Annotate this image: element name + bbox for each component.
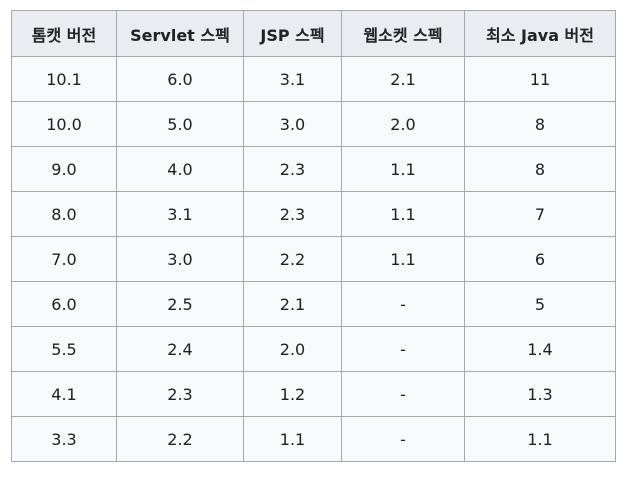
cell-min-java-version: 1.3 [464, 371, 616, 417]
cell-tomcat-version: 9.0 [11, 146, 117, 192]
cell-jsp-spec: 1.1 [243, 416, 342, 462]
cell-websocket-spec: 2.0 [341, 101, 465, 147]
table-row: 10.0 5.0 3.0 2.0 8 [11, 101, 616, 147]
version-table-container: 톰캣 버전 Servlet 스펙 JSP 스펙 웹소켓 스펙 최소 Java 버… [11, 10, 616, 462]
cell-websocket-spec: - [341, 326, 465, 372]
cell-websocket-spec: 1.1 [341, 236, 465, 282]
cell-websocket-spec: - [341, 371, 465, 417]
table-header-row: 톰캣 버전 Servlet 스펙 JSP 스펙 웹소켓 스펙 최소 Java 버… [11, 10, 616, 57]
table-row: 7.0 3.0 2.2 1.1 6 [11, 236, 616, 282]
tomcat-version-table: 톰캣 버전 Servlet 스펙 JSP 스펙 웹소켓 스펙 최소 Java 버… [11, 10, 616, 462]
cell-min-java-version: 7 [464, 191, 616, 237]
cell-min-java-version: 8 [464, 101, 616, 147]
cell-min-java-version: 1.1 [464, 416, 616, 462]
cell-servlet-spec: 6.0 [116, 56, 244, 102]
cell-tomcat-version: 6.0 [11, 281, 117, 327]
cell-servlet-spec: 4.0 [116, 146, 244, 192]
table-row: 5.5 2.4 2.0 - 1.4 [11, 326, 616, 372]
cell-websocket-spec: - [341, 281, 465, 327]
cell-servlet-spec: 2.5 [116, 281, 244, 327]
table-row: 10.1 6.0 3.1 2.1 11 [11, 56, 616, 102]
cell-servlet-spec: 2.2 [116, 416, 244, 462]
cell-tomcat-version: 3.3 [11, 416, 117, 462]
cell-servlet-spec: 5.0 [116, 101, 244, 147]
cell-jsp-spec: 2.3 [243, 146, 342, 192]
cell-min-java-version: 6 [464, 236, 616, 282]
cell-servlet-spec: 3.0 [116, 236, 244, 282]
cell-tomcat-version: 8.0 [11, 191, 117, 237]
header-websocket-spec: 웹소켓 스펙 [341, 10, 465, 57]
table-row: 3.3 2.2 1.1 - 1.1 [11, 416, 616, 462]
cell-tomcat-version: 10.1 [11, 56, 117, 102]
header-jsp-spec: JSP 스펙 [243, 10, 342, 57]
cell-jsp-spec: 3.1 [243, 56, 342, 102]
cell-min-java-version: 1.4 [464, 326, 616, 372]
cell-min-java-version: 11 [464, 56, 616, 102]
header-tomcat-version: 톰캣 버전 [11, 10, 117, 57]
cell-tomcat-version: 7.0 [11, 236, 117, 282]
header-servlet-spec: Servlet 스펙 [116, 10, 244, 57]
cell-jsp-spec: 2.1 [243, 281, 342, 327]
cell-jsp-spec: 2.0 [243, 326, 342, 372]
cell-min-java-version: 5 [464, 281, 616, 327]
cell-servlet-spec: 3.1 [116, 191, 244, 237]
cell-jsp-spec: 2.3 [243, 191, 342, 237]
cell-jsp-spec: 1.2 [243, 371, 342, 417]
table-row: 9.0 4.0 2.3 1.1 8 [11, 146, 616, 192]
cell-min-java-version: 8 [464, 146, 616, 192]
header-min-java-version: 최소 Java 버전 [464, 10, 616, 57]
cell-websocket-spec: - [341, 416, 465, 462]
table-row: 4.1 2.3 1.2 - 1.3 [11, 371, 616, 417]
cell-tomcat-version: 4.1 [11, 371, 117, 417]
cell-servlet-spec: 2.4 [116, 326, 244, 372]
cell-tomcat-version: 10.0 [11, 101, 117, 147]
cell-websocket-spec: 1.1 [341, 191, 465, 237]
table-row: 8.0 3.1 2.3 1.1 7 [11, 191, 616, 237]
cell-jsp-spec: 2.2 [243, 236, 342, 282]
cell-servlet-spec: 2.3 [116, 371, 244, 417]
cell-websocket-spec: 1.1 [341, 146, 465, 192]
cell-tomcat-version: 5.5 [11, 326, 117, 372]
cell-websocket-spec: 2.1 [341, 56, 465, 102]
table-row: 6.0 2.5 2.1 - 5 [11, 281, 616, 327]
cell-jsp-spec: 3.0 [243, 101, 342, 147]
